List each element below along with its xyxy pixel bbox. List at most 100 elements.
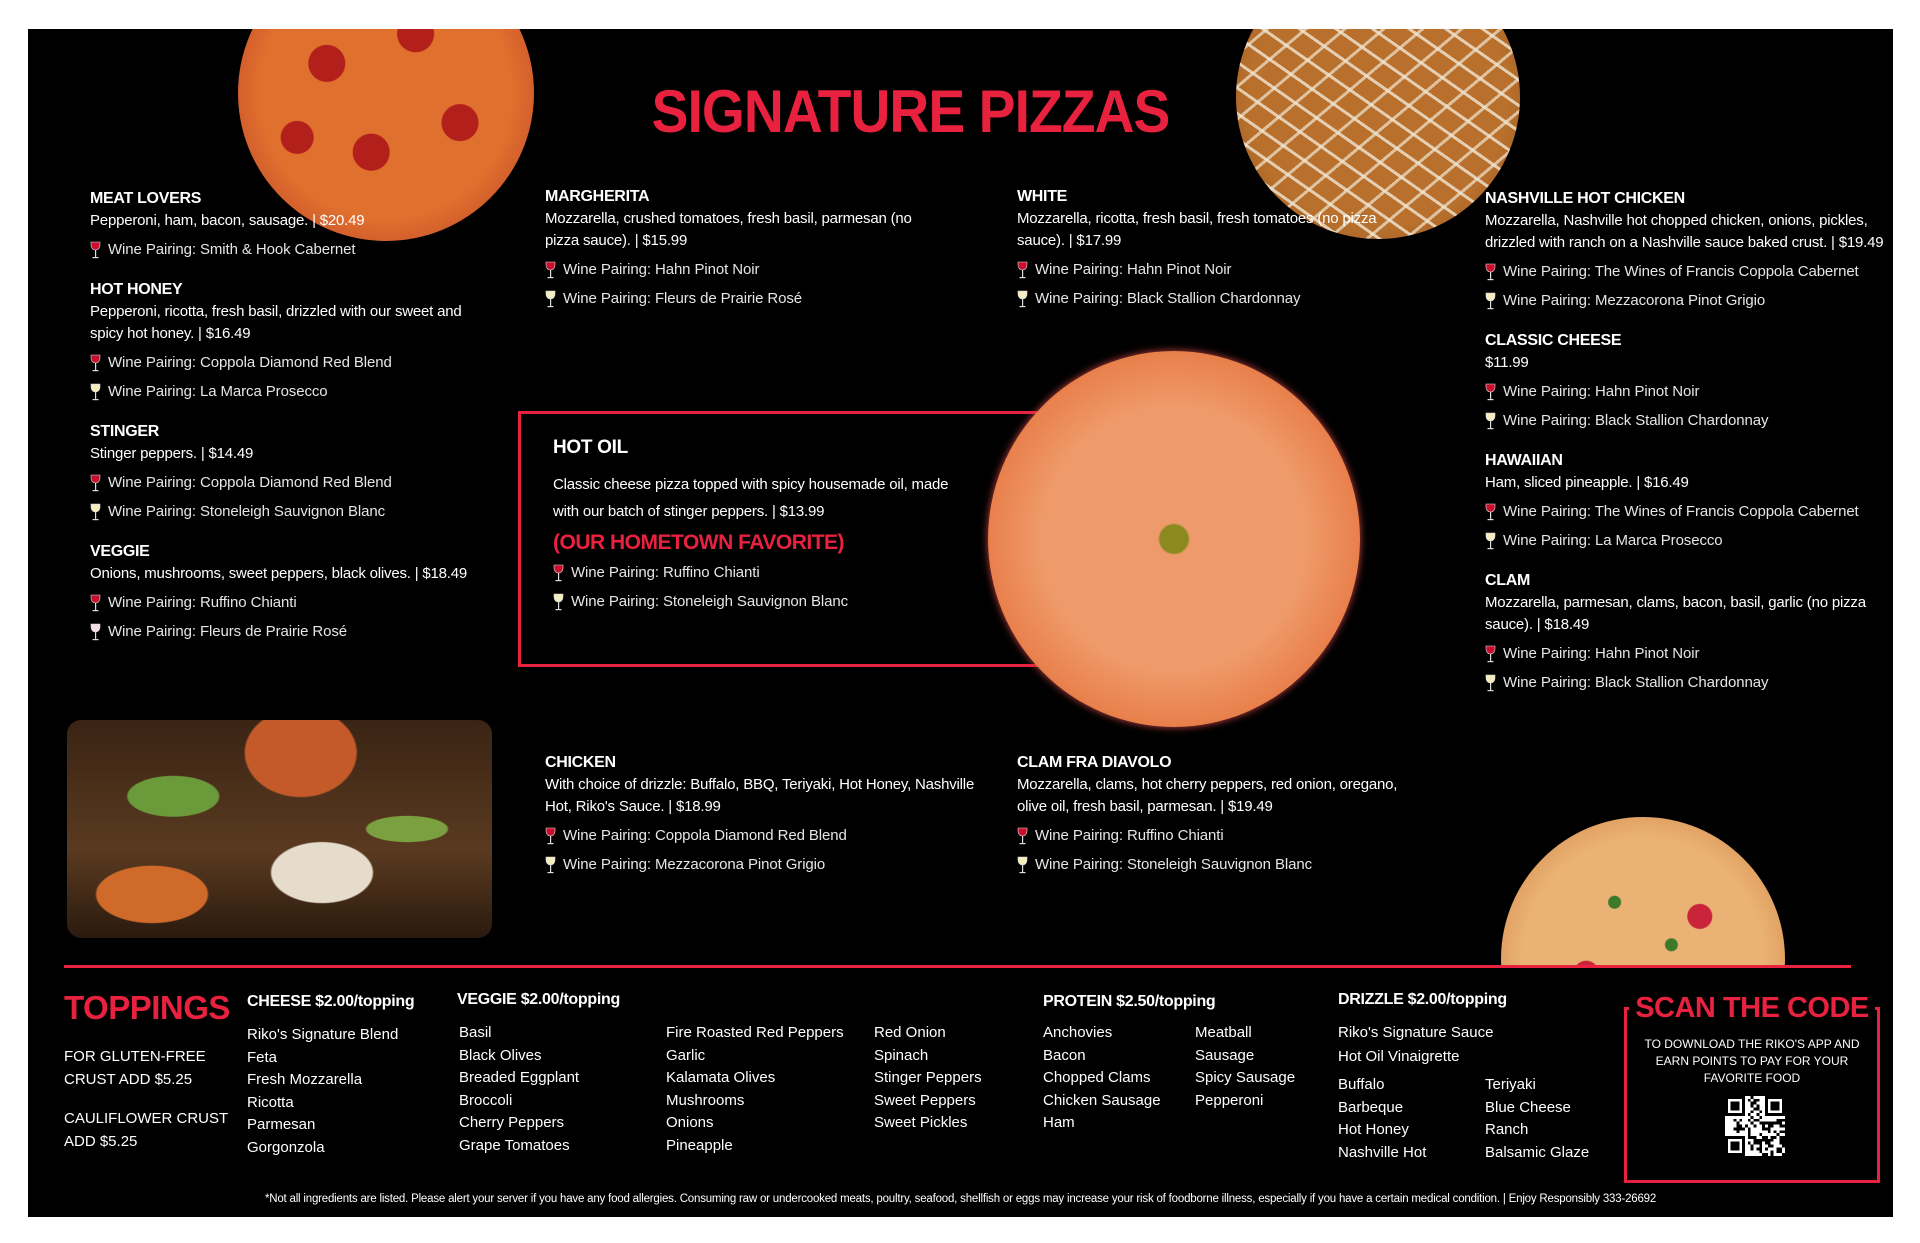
red-wine-glass-icon	[545, 261, 556, 279]
white-wine-glass-icon	[1485, 674, 1496, 692]
item-name: WHITE	[1017, 188, 1068, 205]
topping-item: Sweet Peppers	[874, 1091, 976, 1109]
red-wine-glass-icon	[90, 241, 101, 259]
wine-pairing-text: Wine Pairing: Fleurs de Prairie Rosé	[108, 623, 347, 640]
topping-item: Fresh Mozzarella	[247, 1071, 363, 1089]
menu-item: NASHVILLE HOT CHICKEN Mozzarella, Nashvi…	[1485, 188, 1885, 312]
topping-item: Fire Roasted Red Peppers	[666, 1024, 844, 1041]
topping-item: Gorgonzola	[247, 1138, 325, 1156]
topping-item: Pineapple	[666, 1136, 733, 1154]
wine-pairing: Wine Pairing: Mezzacorona Pinot Grigio	[545, 854, 995, 876]
topping-item: Balsamic Glaze	[1485, 1143, 1590, 1161]
topping-item: Blue Cheese	[1485, 1098, 1571, 1116]
wine-pairing: Wine Pairing: La Marca Prosecco	[90, 381, 470, 403]
topping-item: Broccoli	[459, 1091, 513, 1109]
wine-pairing: Wine Pairing: Stoneleigh Sauvignon Blanc	[553, 591, 953, 613]
menu-item: VEGGIE Onions, mushrooms, sweet peppers,…	[90, 541, 470, 643]
item-description: Pepperoni, ricotta, fresh basil, drizzle…	[90, 303, 462, 342]
item-name: HOT HONEY	[90, 281, 183, 298]
wine-pairing-text: Wine Pairing: Coppola Diamond Red Blend	[108, 354, 392, 371]
item-description: Mozzarella, ricotta, fresh basil, fresh …	[1017, 210, 1377, 249]
topping-item: Chopped Clams	[1043, 1069, 1151, 1087]
hometown-favorite-tagline: (OUR HOMETOWN FAVORITE)	[553, 531, 845, 554]
scan-description: TO DOWNLOAD THE RIKO'S APP AND EARN POIN…	[1644, 1037, 1860, 1085]
topping-item: Sweet Pickles	[874, 1114, 968, 1132]
wine-pairing: Wine Pairing: Black Stallion Chardonnay	[1017, 288, 1397, 310]
topping-item: Pepperoni	[1195, 1091, 1264, 1109]
item-description: $11.99	[1485, 354, 1529, 371]
featured-item: HOT OIL Classic cheese pizza topped with…	[553, 437, 953, 613]
wine-pairing-text: Wine Pairing: Black Stallion Chardonnay	[1503, 412, 1769, 429]
topping-item: Nashville Hot	[1338, 1143, 1427, 1161]
toppings-title: TOPPINGS	[64, 989, 230, 1026]
item-name: HOT OIL	[553, 437, 628, 458]
item-name: CLAM	[1485, 572, 1531, 589]
wine-pairing-text: Wine Pairing: Black Stallion Chardonnay	[1503, 674, 1769, 691]
divider	[64, 965, 1851, 968]
wine-pairing: Wine Pairing: Ruffino Chianti	[553, 562, 953, 584]
drizzle-list-1: Buffalo Barbeque Hot Honey Nashville Hot	[1338, 1074, 1426, 1164]
red-wine-glass-icon	[90, 354, 101, 372]
red-wine-glass-icon	[1485, 503, 1496, 521]
wine-pairing-text: Wine Pairing: Black Stallion Chardonnay	[1035, 290, 1301, 307]
topping-item: Teriyaki	[1485, 1076, 1536, 1093]
topping-item: Garlic	[666, 1046, 706, 1064]
wine-pairing-text: Wine Pairing: Mezzacorona Pinot Grigio	[1503, 292, 1766, 309]
wine-pairing: Wine Pairing: Ruffino Chianti	[90, 592, 470, 614]
cheese-header: CHEESE $2.00/topping	[247, 993, 415, 1010]
wine-pairing-text: Wine Pairing: Ruffino Chianti	[108, 594, 297, 611]
wine-pairing: Wine Pairing: Black Stallion Chardonnay	[1485, 672, 1885, 694]
menu-column-1: MEAT LOVERS Pepperoni, ham, bacon, sausa…	[90, 188, 470, 661]
wine-pairing-text: Wine Pairing: Coppola Diamond Red Blend	[563, 827, 847, 844]
menu-item: HAWAIIAN Ham, sliced pineapple. | $16.49…	[1485, 450, 1885, 552]
white-wine-glass-icon	[553, 593, 564, 611]
allergy-disclaimer: *Not all ingredients are listed. Please …	[264, 1193, 1657, 1205]
wine-pairing: Wine Pairing: Ruffino Chianti	[1017, 825, 1417, 847]
wine-pairing-text: Wine Pairing: Ruffino Chianti	[571, 564, 760, 581]
white-wine-glass-icon	[90, 383, 101, 401]
item-description: Mozzarella, crushed tomatoes, fresh basi…	[545, 210, 912, 249]
menu-column-3-lower: CLAM FRA DIAVOLO Mozzarella, clams, hot …	[1017, 752, 1417, 894]
item-description: Mozzarella, parmesan, clams, bacon, basi…	[1485, 594, 1866, 633]
wine-pairing-text: Wine Pairing: La Marca Prosecco	[1503, 532, 1723, 549]
scan-code-box: SCAN THE CODE TO DOWNLOAD THE RIKO'S APP…	[1624, 992, 1880, 1183]
protein-list-2: Meatball Sausage Spicy Sausage Pepperoni	[1195, 1022, 1295, 1112]
page-title: SIGNATURE PIZZAS	[651, 78, 1171, 145]
topping-item: Parmesan	[247, 1116, 316, 1134]
topping-item: Chicken Sausage	[1043, 1091, 1161, 1109]
topping-item: Basil	[459, 1024, 492, 1041]
item-name: CLAM FRA DIAVOLO	[1017, 754, 1172, 771]
wine-pairing: Wine Pairing: Black Stallion Chardonnay	[1485, 410, 1885, 432]
item-name: CLASSIC CHEESE	[1485, 332, 1622, 349]
wine-pairing: Wine Pairing: Coppola Diamond Red Blend	[545, 825, 995, 847]
wine-pairing: Wine Pairing: Hahn Pinot Noir	[545, 259, 915, 281]
red-wine-glass-icon	[1017, 261, 1028, 279]
topping-item: Stinger Peppers	[874, 1069, 982, 1087]
wine-pairing: Wine Pairing: Fleurs de Prairie Rosé	[545, 288, 915, 310]
qr-code-icon[interactable]	[1725, 1096, 1785, 1156]
featured-box	[518, 411, 1081, 667]
menu-column-3: WHITE Mozzarella, ricotta, fresh basil, …	[1017, 186, 1397, 328]
wine-pairing-text: Wine Pairing: The Wines of Francis Coppo…	[1503, 503, 1859, 520]
item-description: Mozzarella, clams, hot cherry peppers, r…	[1017, 776, 1398, 815]
item-name: HAWAIIAN	[1485, 452, 1563, 469]
red-wine-glass-icon	[553, 564, 564, 582]
wine-pairing-text: Wine Pairing: Hahn Pinot Noir	[563, 261, 760, 278]
rose-wine-glass-icon	[90, 623, 101, 641]
item-name: STINGER	[90, 423, 160, 440]
topping-item: Feta	[247, 1048, 278, 1066]
wine-pairing-text: Wine Pairing: Fleurs de Prairie Rosé	[563, 290, 802, 307]
topping-item: Onions	[666, 1114, 714, 1132]
item-name: MEAT LOVERS	[90, 190, 202, 207]
veggie-list-1: Basil Black Olives Breaded Eggplant Broccol…	[459, 1022, 579, 1158]
topping-item: Bacon	[1043, 1046, 1086, 1064]
topping-item: Spinach	[874, 1046, 929, 1064]
menu-item: CLASSIC CHEESE $11.99 Wine Pairing: Hahn…	[1485, 330, 1885, 432]
item-description: Pepperoni, ham, bacon, sausage. | $20.49	[90, 212, 365, 229]
white-wine-glass-icon	[1017, 290, 1028, 308]
gluten-free-note: FOR GLUTEN-FREE CRUST ADD $5.25	[64, 1048, 206, 1088]
wine-pairing: Wine Pairing: The Wines of Francis Coppo…	[1485, 261, 1885, 283]
white-wine-glass-icon	[1485, 412, 1496, 430]
red-wine-glass-icon	[1485, 383, 1496, 401]
menu-panel: SIGNATURE PIZZAS MEAT LOVERS Pepperoni, …	[28, 29, 1893, 1217]
